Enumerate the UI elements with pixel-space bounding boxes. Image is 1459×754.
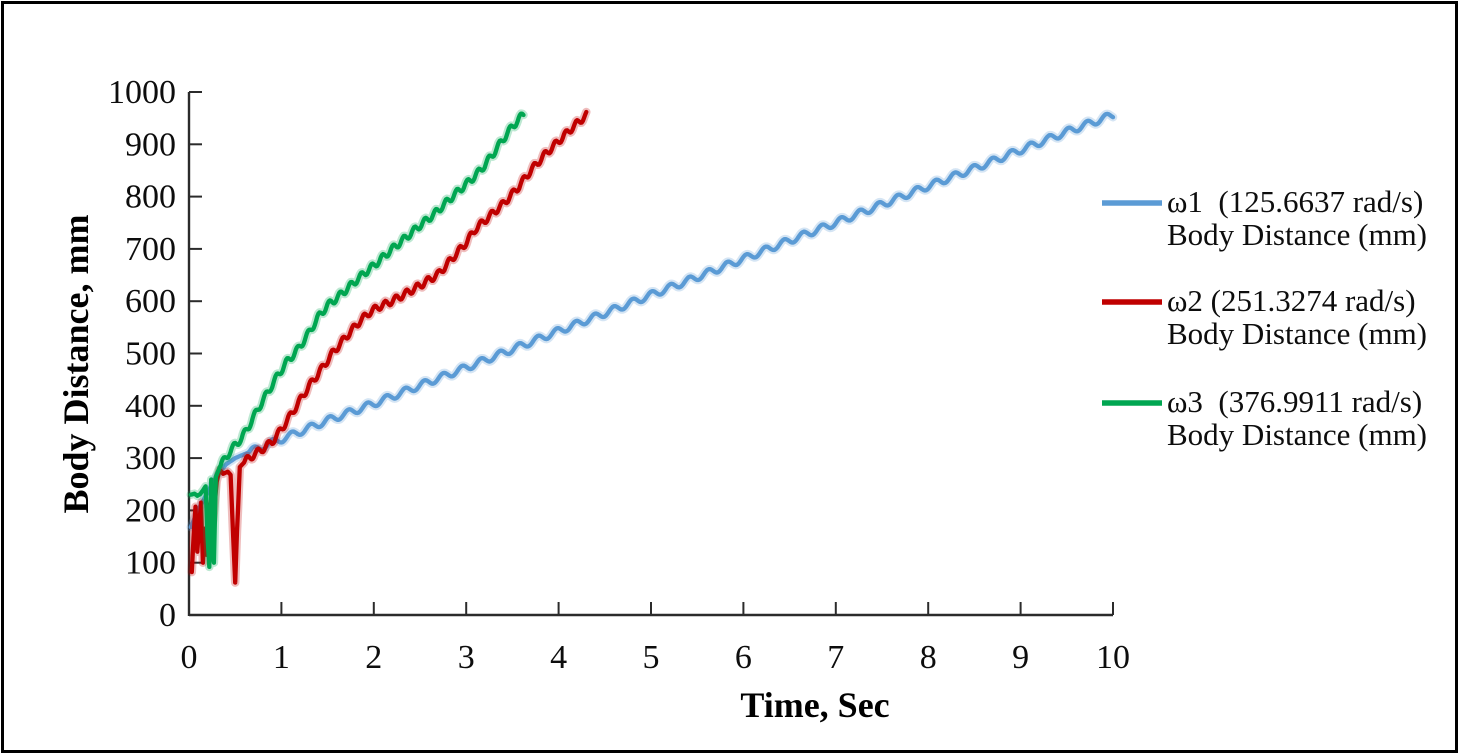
legend: ω1 (125.6637 rad/s)Body Distance (mm)ω2 … bbox=[1102, 184, 1427, 452]
series-line-omega1 bbox=[188, 111, 1116, 530]
y-tick-label: 0 bbox=[159, 597, 176, 634]
series-line-omega3 bbox=[188, 111, 526, 570]
legend-item-omega2: ω2 (251.3274 rad/s)Body Distance (mm) bbox=[1102, 283, 1427, 351]
y-tick-label: 900 bbox=[125, 126, 176, 163]
plot-curves bbox=[186, 107, 1118, 587]
legend-label-omega3-line2: Body Distance (mm) bbox=[1167, 417, 1427, 452]
y-tick-label: 100 bbox=[125, 545, 176, 582]
axes: 0 1 2 3 4 5 6 7 8 9 100100200300400500600700800900… bbox=[108, 74, 1130, 676]
y-tick-label: 700 bbox=[125, 231, 176, 268]
x-tick-label: 6 bbox=[735, 639, 752, 676]
series-line-omega1-halo bbox=[186, 109, 1118, 532]
x-tick-label: 4 bbox=[550, 639, 567, 676]
x-tick-label: 1 bbox=[273, 639, 290, 676]
x-tick-label: 8 bbox=[920, 639, 937, 676]
legend-label-omega1-line1: ω1 (125.6637 rad/s) bbox=[1167, 184, 1423, 219]
x-tick-label: 9 bbox=[1012, 639, 1029, 676]
legend-item-omega3: ω3 (376.9911 rad/s)Body Distance (mm) bbox=[1102, 384, 1427, 452]
y-tick-label: 200 bbox=[125, 492, 176, 529]
legend-label-omega1-line2: Body Distance (mm) bbox=[1167, 217, 1427, 252]
x-tick-label: 2 bbox=[365, 639, 382, 676]
x-tick-label: 0 bbox=[181, 639, 198, 676]
x-tick-label: 5 bbox=[643, 639, 660, 676]
x-tick-label: 3 bbox=[458, 639, 475, 676]
legend-label-omega3-line1: ω3 (376.9911 rad/s) bbox=[1167, 384, 1422, 419]
x-tick-label: 7 bbox=[827, 639, 844, 676]
y-axis-title: Body Distance, mm bbox=[56, 215, 96, 514]
y-tick-label: 600 bbox=[125, 283, 176, 320]
y-tick-label: 500 bbox=[125, 336, 176, 373]
legend-label-omega2-line1: ω2 (251.3274 rad/s) bbox=[1167, 283, 1416, 318]
legend-label-omega2-line2: Body Distance (mm) bbox=[1167, 316, 1427, 351]
x-axis-title: Time, Sec bbox=[740, 685, 889, 725]
series-line-omega2 bbox=[189, 109, 589, 585]
y-tick-label: 800 bbox=[125, 179, 176, 216]
y-tick-label: 300 bbox=[125, 440, 176, 477]
y-tick-label: 1000 bbox=[108, 74, 176, 111]
legend-item-omega1: ω1 (125.6637 rad/s)Body Distance (mm) bbox=[1102, 184, 1427, 252]
y-tick-label: 400 bbox=[125, 388, 176, 425]
x-tick-label: 10 bbox=[1096, 639, 1130, 676]
